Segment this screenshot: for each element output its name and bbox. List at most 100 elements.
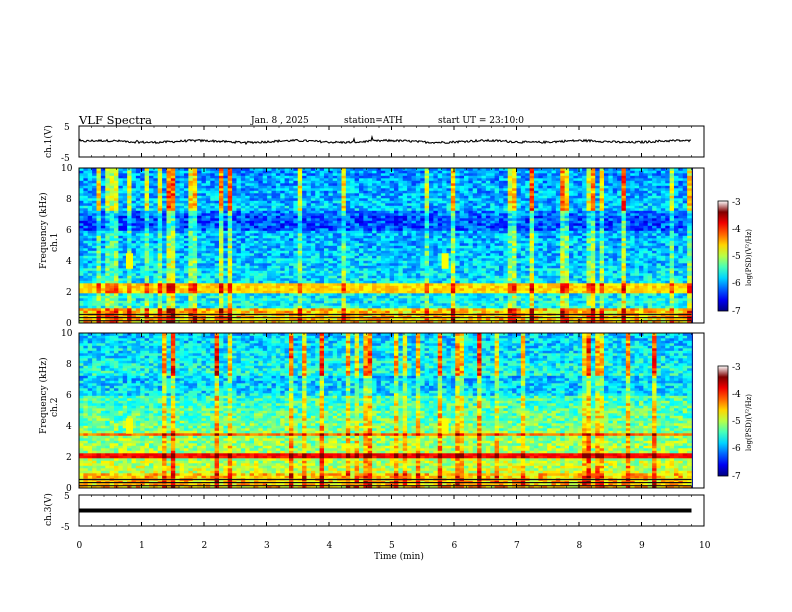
spectrogram-cell (389, 258, 395, 261)
spectrogram-cell (380, 170, 386, 174)
spectrogram-cell (407, 253, 412, 256)
spectrogram-cell (376, 273, 382, 276)
spectrogram-cell (310, 265, 316, 269)
spectrogram-cell (227, 285, 233, 289)
spectrogram-cell (328, 195, 334, 199)
spectrogram-cell (372, 245, 377, 249)
spectrogram-cell (289, 180, 294, 184)
spectrogram-cell (407, 183, 412, 186)
spectrogram-cell (350, 223, 355, 226)
spectrogram-cell (297, 295, 303, 299)
spectrogram-cell (240, 265, 246, 269)
spectrogram-cell (310, 188, 316, 191)
spectrogram-cell (254, 200, 259, 204)
spectrogram-cell (96, 255, 102, 259)
spectrogram-cell (328, 218, 334, 221)
spectrogram-cell (92, 255, 97, 259)
spectrogram-cell (411, 200, 417, 204)
spectrogram-cell (402, 178, 408, 181)
spectrogram-cell (109, 185, 115, 189)
spectrogram-cell (118, 268, 124, 271)
spectrogram-cell (394, 185, 399, 189)
spectrogram-cell (144, 285, 150, 289)
spectrogram-cell (122, 173, 128, 176)
spectrogram-cell (407, 195, 412, 199)
spectrogram-cell (118, 280, 124, 284)
spectrogram-cell (184, 305, 189, 309)
spectrogram-cell (302, 315, 307, 319)
spectrogram-cell (262, 283, 268, 286)
spectrogram-cell (188, 293, 194, 296)
spectrogram-cell (175, 283, 180, 286)
spectrogram-cell (398, 248, 404, 251)
spectrogram-cell (275, 248, 281, 251)
spectrogram-cell (262, 218, 268, 221)
spectrogram-cell (249, 255, 255, 259)
spectrogram-cell (306, 293, 312, 296)
spectrogram-cell (372, 250, 377, 254)
spectrogram-cell (166, 230, 172, 234)
spectrogram-cell (166, 213, 172, 216)
spectrogram-cell (407, 205, 412, 209)
spectrogram-cell (96, 185, 102, 189)
spectrogram-cell (149, 210, 154, 214)
spectrogram-cell (407, 170, 412, 174)
spectrogram-cell (205, 245, 211, 249)
spectrogram-cell (398, 268, 404, 271)
spectrogram-cell (275, 220, 281, 224)
spectrogram-cell (87, 298, 93, 301)
spectrogram-cell (245, 220, 250, 224)
spectrogram-cell (131, 248, 137, 251)
spectrogram-cell (227, 243, 233, 246)
spectrogram-cell (328, 183, 334, 186)
spectrogram-cell (271, 190, 277, 194)
spectrogram-cell (306, 258, 312, 261)
spectrogram-cell (153, 203, 159, 206)
spectrogram-cell (219, 245, 224, 249)
spectrogram-cell (197, 288, 202, 291)
spectrogram-cell (219, 298, 224, 301)
spectrogram-cell (249, 185, 255, 189)
spectrogram-cell (197, 218, 202, 221)
spectrogram-cell (376, 245, 382, 249)
spectrogram-cell (267, 243, 272, 246)
spectrogram-cell (240, 318, 246, 321)
spectrogram-cell (262, 213, 268, 216)
spectrogram-cell (188, 180, 194, 184)
spectrogram-cell (284, 288, 290, 291)
spectrogram-cell (297, 318, 303, 321)
spectrogram-cell (122, 265, 128, 269)
spectrogram-cell (341, 173, 347, 176)
spectrogram-cell (122, 285, 128, 289)
spectrogram-cell (192, 235, 198, 239)
spectrogram-cell (258, 218, 264, 221)
spectrogram-cell (232, 318, 237, 321)
spectrogram-cell (96, 315, 102, 319)
spectrogram-cell (210, 290, 215, 294)
spectrogram-cell (310, 223, 316, 226)
spectrogram-cell (153, 210, 159, 214)
spectrogram-cell (170, 230, 176, 234)
spectrogram-cell (210, 305, 215, 309)
spectrogram-cell (389, 220, 395, 224)
spectrogram-cell (328, 290, 334, 294)
spectrogram-cell (394, 180, 399, 184)
spectrogram-cell (341, 218, 347, 221)
spectrogram-cell (254, 263, 259, 266)
spectrogram-cell (380, 180, 386, 184)
spectrogram-cell (240, 230, 246, 234)
spectrogram-cell (100, 205, 106, 209)
spectrogram-cell (157, 175, 163, 179)
spectrogram-cell (227, 183, 233, 186)
spectrogram-cell (310, 210, 316, 214)
spectrogram-cell (170, 180, 176, 184)
spectrogram-cell (227, 260, 233, 264)
spectrogram-cell (166, 320, 172, 324)
spectrogram-cell (289, 188, 294, 191)
spectrogram-cell (144, 273, 150, 276)
spectrogram-cell (289, 318, 294, 321)
spectrogram-cell (310, 308, 316, 311)
spectrogram-cell (245, 288, 250, 291)
spectrogram-cell (210, 263, 215, 266)
spectrogram-cell (83, 275, 89, 279)
